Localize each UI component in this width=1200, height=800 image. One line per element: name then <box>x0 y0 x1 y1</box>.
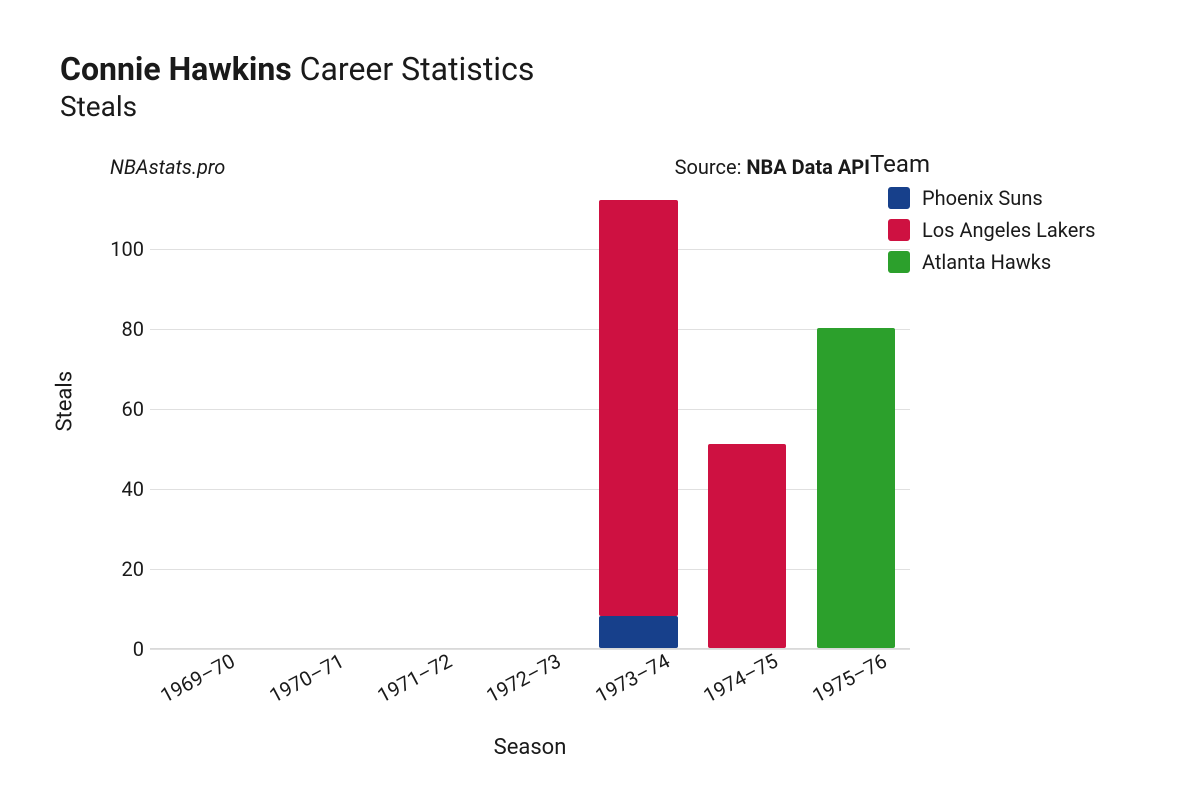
x-tick-label: 1969–70 <box>157 649 239 708</box>
legend-label: Atlanta Hawks <box>922 250 1051 274</box>
attribution-row: NBAstats.pro Source: NBA Data API <box>110 155 870 179</box>
y-tick-label: 40 <box>110 477 144 501</box>
legend: Team Phoenix Suns Los Angeles Lakers Atlan… <box>870 150 1095 282</box>
x-tick-label: 1972–73 <box>482 649 564 708</box>
y-tick-label: 0 <box>110 637 144 661</box>
title-light-part: Career Statistics <box>292 50 535 88</box>
watermark-text: NBAstats.pro <box>110 155 225 179</box>
source-name: NBA Data API <box>746 155 870 179</box>
chart-subtitle: Steals <box>60 90 1160 123</box>
gridline <box>150 569 910 570</box>
chart-title: Connie Hawkins Career Statistics <box>60 50 1160 88</box>
legend-item: Atlanta Hawks <box>888 250 1095 274</box>
x-tick-label: 1970–71 <box>265 649 347 708</box>
x-tick-label: 1974–75 <box>700 649 782 708</box>
legend-swatch <box>888 187 910 209</box>
gridline <box>150 409 910 410</box>
legend-item: Los Angeles Lakers <box>888 218 1095 242</box>
plot-area <box>150 189 910 649</box>
legend-swatch <box>888 251 910 273</box>
y-tick-label: 60 <box>110 397 144 421</box>
bar-segment <box>599 200 677 616</box>
x-axis-label: Season <box>150 735 910 760</box>
title-bold-part: Connie Hawkins <box>60 50 292 88</box>
legend-label: Phoenix Suns <box>922 186 1043 210</box>
gridline <box>150 249 910 250</box>
legend-title: Team <box>870 150 1095 178</box>
gridline <box>150 329 910 330</box>
x-tick-label: 1975–76 <box>808 649 890 708</box>
bar-segment <box>708 444 786 648</box>
gridline <box>150 649 910 650</box>
legend-swatch <box>888 219 910 241</box>
x-tick-label: 1971–72 <box>374 649 456 708</box>
source-prefix: Source: <box>675 155 747 179</box>
legend-items: Phoenix Suns Los Angeles Lakers Atlanta Ha… <box>870 186 1095 274</box>
legend-item: Phoenix Suns <box>888 186 1095 210</box>
title-block: Connie Hawkins Career Statistics Steals <box>60 50 1160 123</box>
bar-segment <box>599 616 677 648</box>
y-tick-label: 80 <box>110 317 144 341</box>
y-tick-label: 100 <box>110 237 144 261</box>
gridline <box>150 489 910 490</box>
bar-segment <box>817 328 895 648</box>
y-axis-label: Steals <box>53 371 78 432</box>
x-tick-label: 1973–74 <box>591 649 673 708</box>
source-text: Source: NBA Data API <box>675 155 870 179</box>
legend-label: Los Angeles Lakers <box>922 218 1095 242</box>
y-tick-label: 20 <box>110 557 144 581</box>
